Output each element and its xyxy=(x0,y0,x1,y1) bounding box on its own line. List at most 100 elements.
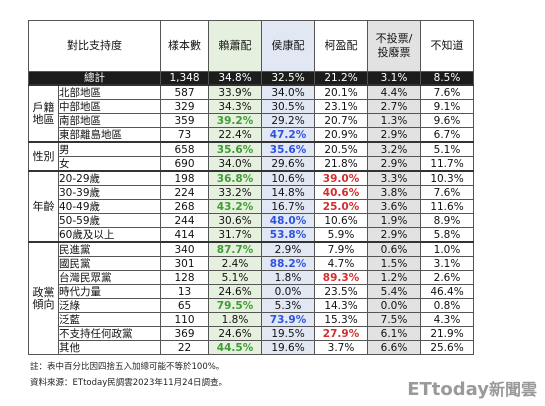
cell-novote: 4.4% xyxy=(367,84,421,100)
cell-sample: 329 xyxy=(160,99,209,114)
row-label: 其他 xyxy=(58,340,161,355)
cell-sample: 73 xyxy=(160,127,209,143)
table-row: 台灣民眾黨 128 5.1% 1.8% 89.3% 1.2% 2.6% xyxy=(29,270,474,285)
cell-sample: 128 xyxy=(160,270,209,285)
total-ko: 21.2% xyxy=(314,71,368,86)
cell-unknown: 2.6% xyxy=(420,270,474,285)
cell-lai: 36.8% xyxy=(208,170,262,186)
row-label: 北部地區 xyxy=(58,84,161,100)
table-row: 50-59歲 244 30.6% 48.0% 10.6% 1.9% 8.9% xyxy=(29,213,474,228)
cell-hou: 1.8% xyxy=(261,270,315,285)
cell-novote: 2.9% xyxy=(367,127,421,143)
group-label: 政黨 傾向 xyxy=(28,241,59,355)
cell-hou: 29.2% xyxy=(261,113,315,128)
cell-lai: 39.2% xyxy=(208,113,262,128)
cell-ko: 5.9% xyxy=(314,227,368,243)
cell-unknown: 4.3% xyxy=(420,312,474,327)
cell-hou: 48.0% xyxy=(261,213,315,228)
cell-lai: 87.7% xyxy=(208,241,262,257)
cell-novote: 3.3% xyxy=(367,170,421,186)
cell-novote: 1.5% xyxy=(367,256,421,271)
table-row: 性別男 658 35.6% 35.6% 20.5% 3.2% 5.1% xyxy=(28,141,474,172)
cell-novote: 0.6% xyxy=(367,241,421,257)
cell-novote: 0.0% xyxy=(367,298,421,313)
cell-novote: 3.2% xyxy=(367,141,421,157)
table-row: 60歲及以上 414 31.7% 53.8% 5.9% 2.9% 5.8% xyxy=(29,227,474,243)
cell-ko: 40.6% xyxy=(314,185,368,200)
table-row: 中部地區 329 34.3% 30.5% 23.1% 2.7% 9.1% xyxy=(29,99,474,114)
poll-table: 對比支持度 樣本數 賴蕭配 侯康配 柯盈配 不投票/投廢票 不知道 總計 1,3… xyxy=(28,20,474,355)
row-label: 泛綠 xyxy=(58,298,161,313)
total-unknown: 8.5% xyxy=(420,71,474,86)
row-label: 60歲及以上 xyxy=(58,227,161,243)
cell-unknown: 9.1% xyxy=(420,99,474,114)
cell-unknown: 8.9% xyxy=(420,213,474,228)
cell-sample: 22 xyxy=(160,340,209,355)
group-label: 戶籍 地區 xyxy=(28,84,59,143)
cell-unknown: 3.1% xyxy=(420,256,474,271)
cell-unknown: 9.6% xyxy=(420,113,474,128)
cell-novote: 3.6% xyxy=(367,199,421,214)
cell-lai: 24.6% xyxy=(208,284,262,299)
cell-lai: 24.6% xyxy=(208,326,262,341)
cell-sample: 369 xyxy=(160,326,209,341)
header-row: 對比支持度 樣本數 賴蕭配 侯康配 柯盈配 不投票/投廢票 不知道 xyxy=(28,20,474,72)
cell-novote: 6.1% xyxy=(367,326,421,341)
cell-novote: 6.6% xyxy=(367,340,421,355)
cell-ko: 10.6% xyxy=(314,213,368,228)
table-row: 其他 22 44.5% 19.6% 3.7% 6.6% 25.6% xyxy=(29,340,474,355)
row-label: 30-39歲 xyxy=(58,185,161,200)
cell-sample: 690 xyxy=(160,156,209,172)
total-novote: 3.1% xyxy=(367,71,421,86)
cell-ko: 21.8% xyxy=(314,156,368,172)
cell-unknown: 5.1% xyxy=(420,141,474,157)
ettoday-watermark-logo: ETtoday新聞雲 xyxy=(407,376,537,400)
table-row: 女 690 34.0% 29.6% 21.8% 2.9% 11.7% xyxy=(29,156,474,172)
header-novote-line2: 投廢票 xyxy=(377,46,411,59)
row-label: 50-59歲 xyxy=(58,213,161,228)
cell-unknown: 6.7% xyxy=(420,127,474,143)
cell-hou: 14.8% xyxy=(261,185,315,200)
cell-hou: 35.6% xyxy=(261,141,315,157)
cell-hou: 16.7% xyxy=(261,199,315,214)
footnote: 註：表中百分比因四捨五入加總可能不等於100%。 xyxy=(30,362,225,372)
cell-lai: 5.1% xyxy=(208,270,262,285)
cell-hou: 2.9% xyxy=(261,241,315,257)
cell-lai: 33.9% xyxy=(208,84,262,100)
cell-ko: 3.7% xyxy=(314,340,368,355)
cell-unknown: 7.6% xyxy=(420,185,474,200)
cell-hou: 34.0% xyxy=(261,84,315,100)
cell-sample: 224 xyxy=(160,185,209,200)
row-label: 台灣民眾黨 xyxy=(58,270,161,285)
cell-hou: 19.6% xyxy=(261,340,315,355)
row-label: 女 xyxy=(58,156,161,172)
header-category: 對比支持度 xyxy=(28,20,161,72)
table-row: 30-39歲 224 33.2% 14.8% 40.6% 3.8% 7.6% xyxy=(29,185,474,200)
cell-lai: 79.5% xyxy=(208,298,262,313)
cell-unknown: 11.7% xyxy=(420,156,474,172)
total-sample: 1,348 xyxy=(160,71,209,86)
cell-hou: 10.6% xyxy=(261,170,315,186)
table-row: 東部離島地區 73 22.4% 47.2% 20.9% 2.9% 6.7% xyxy=(29,127,474,143)
cell-sample: 658 xyxy=(160,141,209,157)
cell-hou: 53.8% xyxy=(261,227,315,243)
cell-sample: 414 xyxy=(160,227,209,243)
cell-unknown: 25.6% xyxy=(420,340,474,355)
cell-lai: 2.4% xyxy=(208,256,262,271)
row-label: 中部地區 xyxy=(58,99,161,114)
cell-ko: 23.5% xyxy=(314,284,368,299)
row-label: 南部地區 xyxy=(58,113,161,128)
cell-lai: 34.3% xyxy=(208,99,262,114)
header-ko: 柯盈配 xyxy=(314,20,368,72)
cell-hou: 19.5% xyxy=(261,326,315,341)
cell-novote: 2.9% xyxy=(367,227,421,243)
header-hou: 侯康配 xyxy=(261,20,315,72)
cell-novote: 1.2% xyxy=(367,270,421,285)
cell-unknown: 10.3% xyxy=(420,170,474,186)
cell-sample: 13 xyxy=(160,284,209,299)
cell-lai: 31.7% xyxy=(208,227,262,243)
cell-unknown: 7.6% xyxy=(420,84,474,100)
cell-unknown: 0.8% xyxy=(420,298,474,313)
row-label: 男 xyxy=(58,141,161,157)
cell-ko: 20.1% xyxy=(314,84,368,100)
